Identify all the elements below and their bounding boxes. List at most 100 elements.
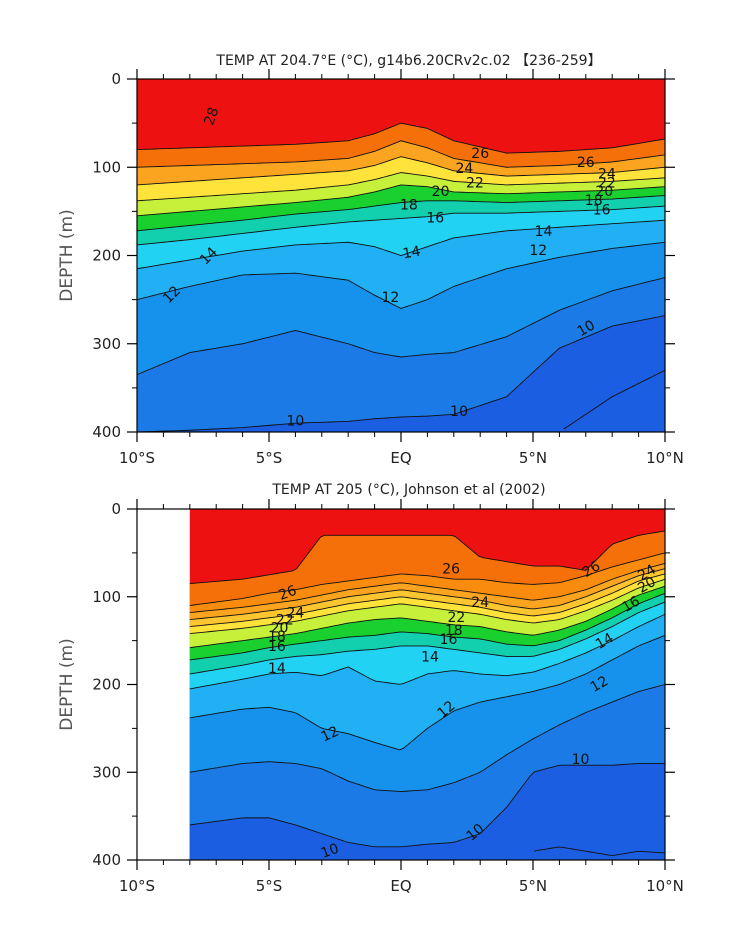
x-tick-label: EQ bbox=[390, 449, 411, 467]
y-axis-label: DEPTH (m) bbox=[57, 638, 77, 730]
contour-label: 26 bbox=[442, 562, 460, 578]
isotherm-28 bbox=[137, 122, 665, 154]
contour-label: 22 bbox=[276, 613, 294, 629]
y-tick-label: 200 bbox=[92, 247, 121, 265]
y-tick-label: 400 bbox=[92, 851, 121, 869]
contour-band-9 bbox=[559, 370, 665, 432]
isotherm-18 bbox=[137, 195, 665, 232]
isotherm-20 bbox=[189, 585, 665, 649]
contour-label: 16 bbox=[619, 593, 643, 616]
chart-title: TEMP AT 204.7°E (°C), g14b6.20CRv2c.02 【… bbox=[215, 53, 601, 69]
isotherm-28 bbox=[189, 530, 665, 585]
y-tick-label: 100 bbox=[92, 158, 121, 176]
isotherm-22 bbox=[137, 172, 665, 202]
isotherm-27 bbox=[189, 552, 665, 606]
contour-label: 24 bbox=[598, 166, 616, 182]
isotherm-26 bbox=[137, 140, 665, 168]
contour-label: 22 bbox=[598, 175, 616, 191]
isotherm-11 bbox=[137, 277, 665, 376]
contour-label: 14 bbox=[268, 661, 286, 677]
contour-label: 24 bbox=[455, 161, 473, 177]
isotherm-20 bbox=[137, 184, 665, 217]
isotherm-12 bbox=[137, 241, 665, 309]
contour-label: 18 bbox=[400, 197, 418, 213]
contour-label: 22 bbox=[448, 610, 466, 626]
x-tick-label: 10°N bbox=[646, 449, 684, 467]
isotherm-24 bbox=[137, 156, 665, 186]
isotherm-10 bbox=[137, 315, 665, 432]
x-tick-label: EQ bbox=[390, 877, 411, 895]
chart-title: TEMP AT 205 (°C), Johnson et al (2002) bbox=[271, 482, 545, 498]
contour-band-10 bbox=[189, 763, 665, 860]
contour-label: 24 bbox=[635, 562, 659, 585]
contour-label: 10 bbox=[572, 752, 590, 768]
contour-label: 28 bbox=[201, 105, 222, 127]
y-axis-label: DEPTH (m) bbox=[57, 209, 77, 301]
y-tick-label: 400 bbox=[92, 423, 121, 441]
isotherm-16 bbox=[189, 601, 665, 675]
contour-label: 20 bbox=[595, 184, 613, 200]
contour-label: 14 bbox=[535, 224, 553, 240]
contour-label: 14 bbox=[402, 244, 422, 263]
y-tick-label: 300 bbox=[92, 335, 121, 353]
contour-label: 24 bbox=[286, 606, 304, 622]
isotherm-26 bbox=[189, 562, 665, 613]
contour-label: 20 bbox=[635, 574, 658, 597]
contour-label: 12 bbox=[588, 673, 611, 696]
x-tick-label: 10°N bbox=[646, 877, 684, 895]
contour-lines bbox=[137, 122, 665, 432]
contour-label: 26 bbox=[580, 558, 604, 581]
y-tick-label: 0 bbox=[111, 70, 121, 88]
contour-lines bbox=[189, 530, 665, 856]
contour-label: 24 bbox=[471, 595, 489, 611]
contour-label: 18 bbox=[585, 193, 603, 209]
isotherm-25 bbox=[189, 568, 665, 621]
isotherm-22 bbox=[189, 578, 665, 635]
x-tick-label: 5°N bbox=[519, 449, 547, 467]
contour-band-10 bbox=[137, 315, 665, 432]
contour-label: 20 bbox=[271, 620, 289, 636]
contour-label: 12 bbox=[529, 243, 547, 259]
contour-label: 12 bbox=[382, 290, 400, 306]
contour-label: 10 bbox=[319, 841, 341, 862]
x-tick-label: 5°S bbox=[256, 449, 283, 467]
contour-label: 16 bbox=[593, 203, 611, 219]
chart-panel-top: TEMP AT 204.7°E (°C), g14b6.20CRv2c.02 【… bbox=[57, 53, 684, 467]
x-tick-label: 10°S bbox=[119, 877, 155, 895]
x-tick-label: 5°N bbox=[519, 877, 547, 895]
isotherm-18 bbox=[189, 592, 665, 661]
isotherm-14 bbox=[137, 219, 665, 270]
contour-label: 10 bbox=[575, 317, 598, 340]
contour-label: 14 bbox=[593, 630, 617, 653]
isotherm-24 bbox=[189, 573, 665, 628]
isotherm-11 bbox=[189, 684, 665, 792]
contour-label: 18 bbox=[445, 623, 463, 639]
isotherm-10 bbox=[189, 763, 665, 848]
y-tick-label: 300 bbox=[92, 763, 121, 781]
contour-label: 16 bbox=[426, 211, 444, 227]
contour-label: 10 bbox=[286, 414, 304, 430]
isotherm-16 bbox=[137, 205, 665, 246]
isotherm-14 bbox=[189, 613, 665, 690]
isotherm-9 bbox=[563, 369, 665, 430]
x-tick-label: 10°S bbox=[119, 449, 155, 467]
y-tick-label: 100 bbox=[92, 588, 121, 606]
chart-panel-bottom: TEMP AT 205 (°C), Johnson et al (2002) D… bbox=[57, 482, 684, 895]
contour-fills bbox=[189, 509, 665, 860]
contour-label: 16 bbox=[268, 639, 286, 655]
isotherm-12 bbox=[189, 634, 665, 751]
contour-label: 20 bbox=[432, 184, 450, 200]
contour-label: 22 bbox=[466, 175, 484, 191]
x-tick-label: 5°S bbox=[256, 877, 283, 895]
contour-label: 16 bbox=[440, 632, 458, 648]
contour-band-9 bbox=[528, 847, 665, 860]
y-tick-label: 200 bbox=[92, 676, 121, 694]
contour-label: 14 bbox=[421, 649, 439, 665]
contour-label: 26 bbox=[277, 583, 299, 604]
contour-label: 12 bbox=[319, 724, 342, 746]
contour-label: 26 bbox=[471, 146, 489, 162]
isotherm-9 bbox=[534, 846, 665, 856]
contour-label: 26 bbox=[577, 155, 595, 171]
contour-label: 10 bbox=[450, 404, 468, 420]
contour-label: 18 bbox=[268, 629, 286, 645]
